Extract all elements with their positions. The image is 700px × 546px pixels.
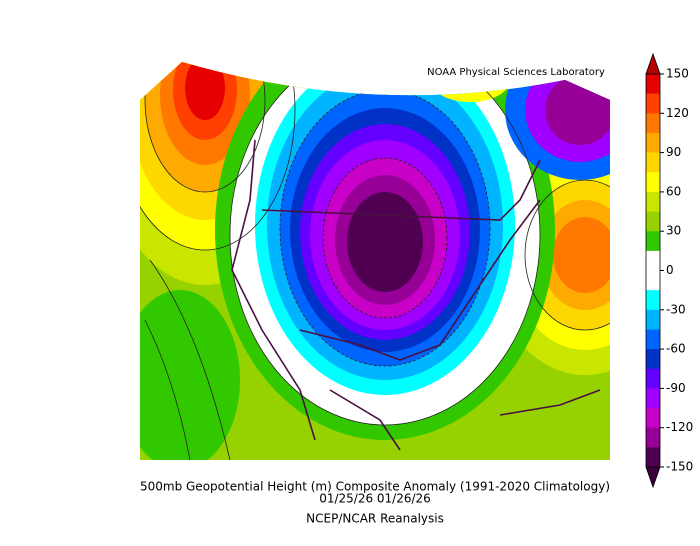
color-segment xyxy=(646,329,660,350)
credit: NOAA Physical Sciences Laboratory xyxy=(427,67,605,78)
tick-label: 0 xyxy=(666,263,674,277)
tick-label: -60 xyxy=(666,342,686,356)
color-segment xyxy=(646,74,660,94)
tick-label: -150 xyxy=(666,460,693,474)
color-segment xyxy=(646,231,660,252)
color-segment xyxy=(646,309,660,330)
map-title: 500mb Geopotential Height (m) Composite … xyxy=(140,480,610,494)
color-segment xyxy=(646,93,660,114)
color-segment xyxy=(646,368,660,389)
color-segment xyxy=(646,270,660,291)
color-segment xyxy=(646,132,660,153)
color-segment xyxy=(646,290,660,311)
color-segment xyxy=(646,427,660,448)
tick-label: 60 xyxy=(666,184,681,198)
color-segment xyxy=(646,250,660,271)
tick-label: -90 xyxy=(666,381,686,395)
tick-label: 120 xyxy=(666,106,689,120)
tick-label: 30 xyxy=(666,224,681,238)
color-segment xyxy=(646,408,660,428)
color-segment xyxy=(646,349,660,370)
map-dates: 01/25/26 01/26/26 xyxy=(319,492,431,506)
color-segment xyxy=(646,113,660,134)
color-segment xyxy=(646,447,660,468)
tick-label: -30 xyxy=(666,302,686,316)
color-segment xyxy=(646,191,660,212)
over-arrow xyxy=(645,52,661,75)
tick-label: 90 xyxy=(666,145,681,159)
tick-label: -120 xyxy=(666,420,693,434)
map-source: NCEP/NCAR Reanalysis xyxy=(306,512,444,526)
tick-label: 150 xyxy=(666,67,689,81)
color-segment xyxy=(646,152,660,173)
color-segment xyxy=(646,388,660,409)
under-arrow xyxy=(645,466,661,489)
color-segment xyxy=(646,172,660,193)
color-segment xyxy=(646,211,660,232)
anomaly-map xyxy=(140,62,610,460)
colorbar: 150 120 90 60 30 0 -30 -60 -90 -120 -150 xyxy=(645,52,693,489)
